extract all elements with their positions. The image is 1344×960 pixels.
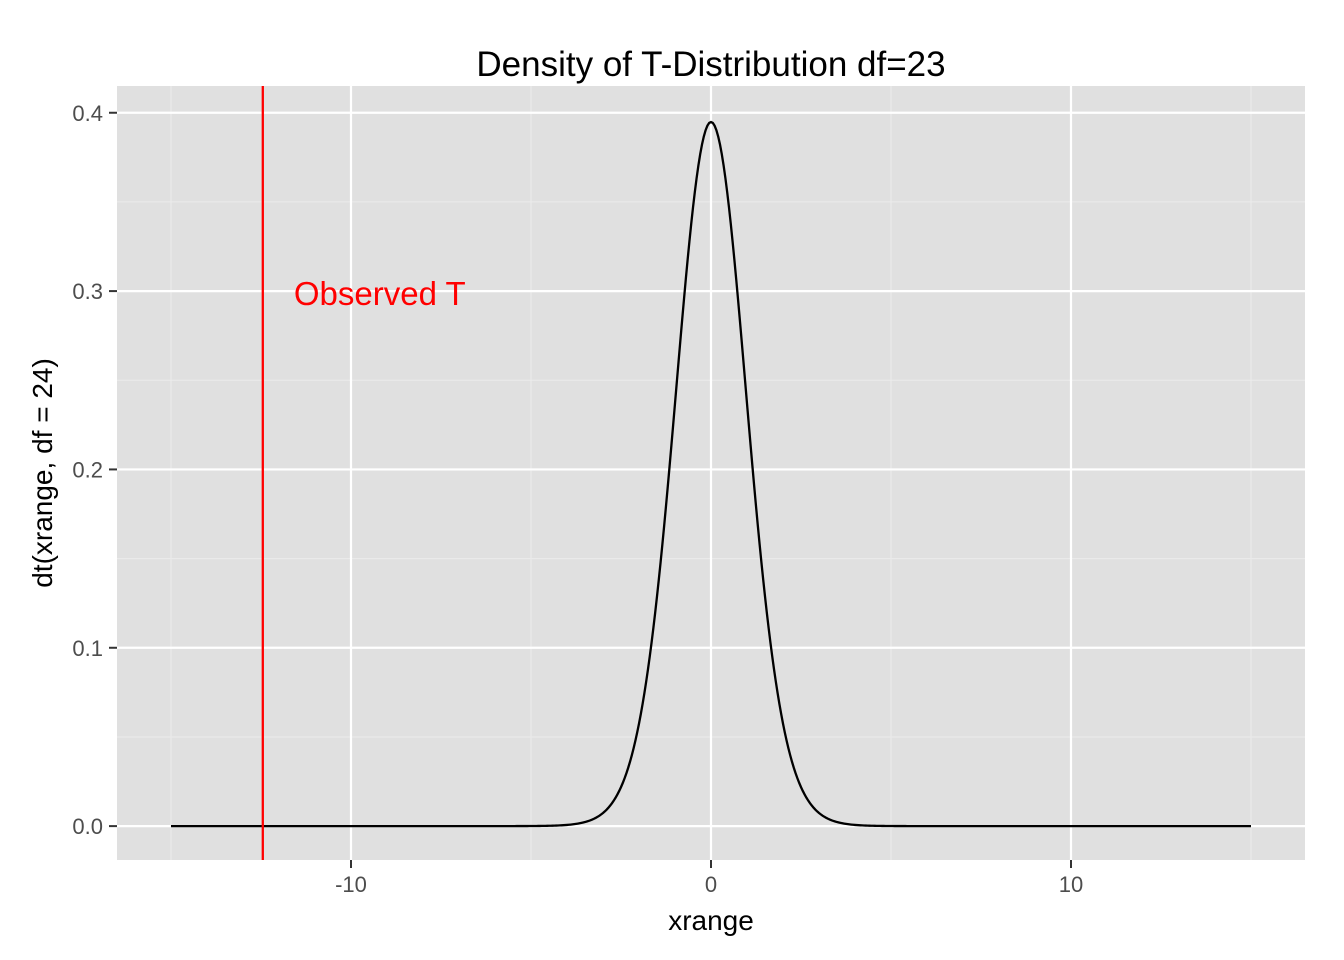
annotation-layer: Observed T <box>294 275 466 312</box>
x-axis-title: xrange <box>668 905 754 936</box>
y-tick-label: 0.2 <box>72 457 103 482</box>
y-tick-label: 0.3 <box>72 279 103 304</box>
y-tick-label: 0.1 <box>72 636 103 661</box>
y-axis-title: dt(xrange, df = 24) <box>27 358 58 588</box>
x-tick-label: 0 <box>705 872 717 897</box>
x-axis: -10 0 10 <box>335 860 1083 897</box>
density-curve-line <box>171 120 1251 828</box>
y-tick-label: 0.4 <box>72 101 103 126</box>
y-axis: 0.0 0.1 0.2 0.3 0.4 <box>72 101 117 839</box>
observed-t-label: Observed T <box>294 275 466 312</box>
x-tick-label: 10 <box>1059 872 1083 897</box>
x-tick-label: -10 <box>335 872 367 897</box>
curve-layer <box>171 120 1251 828</box>
chart-title: Density of T-Distribution df=23 <box>476 45 945 84</box>
y-tick-label: 0.0 <box>72 814 103 839</box>
